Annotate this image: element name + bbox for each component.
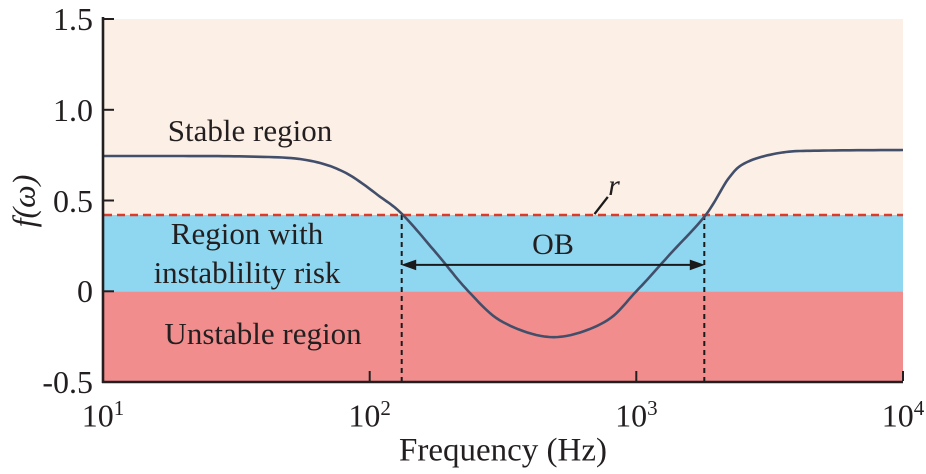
r-threshold-label: r [608, 169, 620, 202]
y-tick-label: 0 [77, 273, 93, 310]
y-tick-label: 1.5 [53, 1, 93, 37]
unstable-region-label: Unstable region [164, 316, 362, 351]
ob-bandwidth-label: OB [532, 228, 574, 261]
r-label-leader-line [593, 196, 609, 215]
f-omega-curve [103, 148, 904, 339]
y-tick-label: -0.5 [42, 364, 93, 400]
unstable-band [104, 291, 903, 383]
stable-band [104, 19, 903, 215]
risk-region-label-line2: instablility risk [153, 255, 341, 290]
ob-double-arrow [401, 259, 705, 271]
x-axis-label: Frequency (Hz) [399, 432, 607, 469]
risk-band [104, 215, 903, 292]
y-tick-label: 1.0 [53, 91, 93, 128]
x-tick-label: 102 [348, 396, 391, 434]
risk-region-label-line1: Region with [170, 216, 324, 251]
x-tick-label: 101 [81, 396, 125, 434]
y-tick-label: 0.5 [53, 182, 93, 219]
risk-region-label: Region with instablility risk [154, 214, 341, 292]
stable-region-label: Stable region [167, 113, 333, 148]
x-tick-label: 104 [881, 396, 925, 434]
x-tick-label: 103 [615, 396, 658, 434]
